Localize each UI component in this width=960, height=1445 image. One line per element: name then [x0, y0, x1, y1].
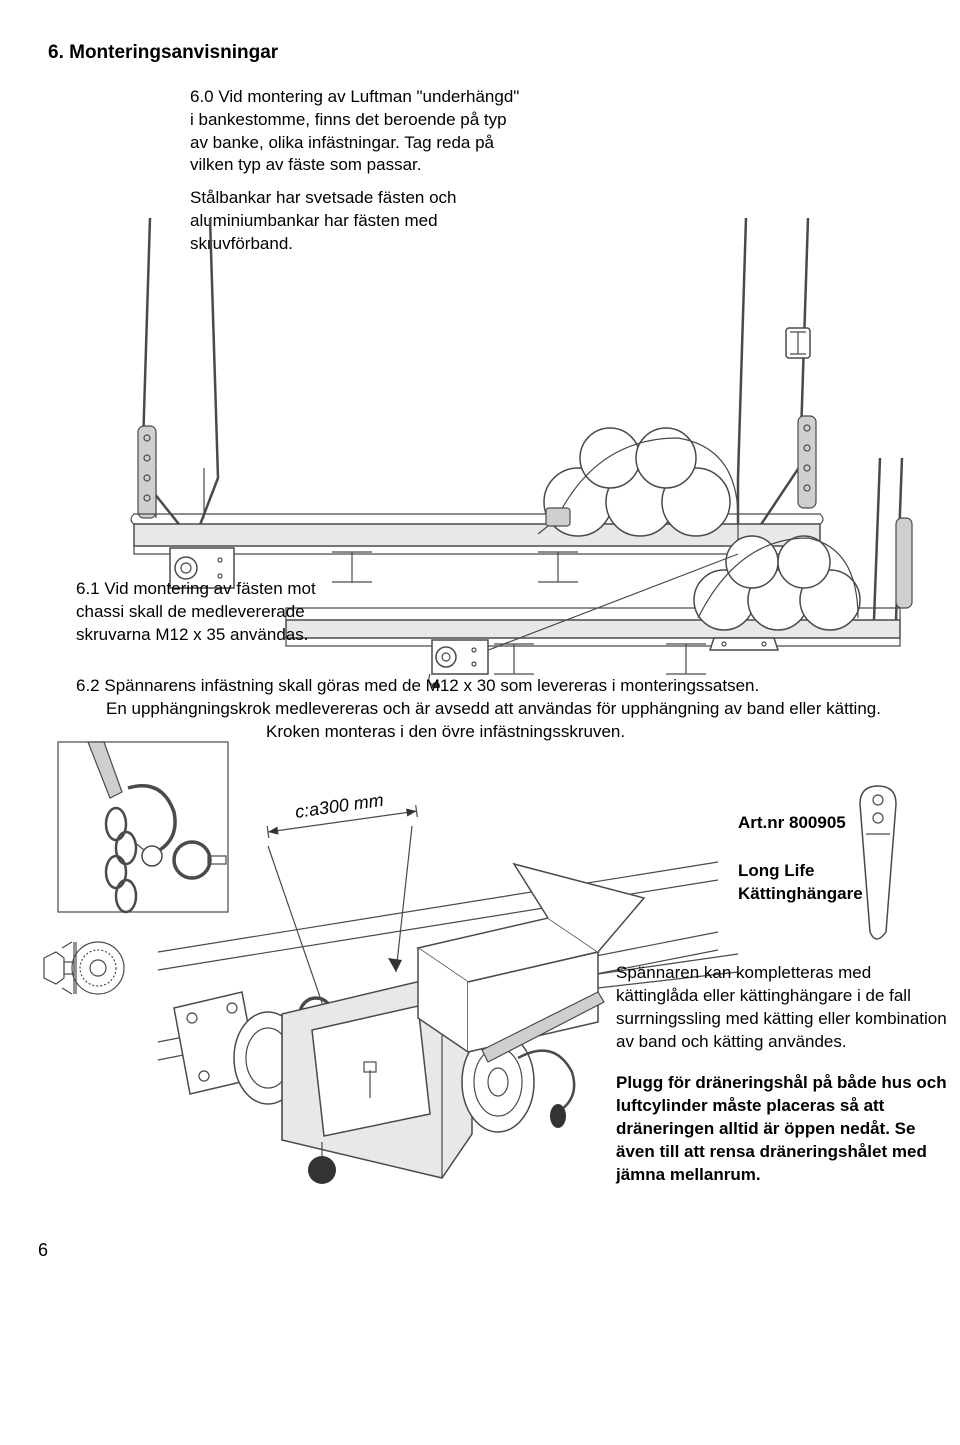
- para-6-1: 6.1 Vid montering av fästen mot chassi s…: [76, 578, 326, 647]
- section-heading: 6. Monteringsanvisningar: [48, 40, 912, 66]
- text-6-2a: Spännarens infästning skall göras med de…: [104, 676, 759, 695]
- product-name: Long Life Kättinghängare: [738, 860, 863, 906]
- art-number: Art.nr 800905: [738, 812, 846, 835]
- longlife-1: Long Life: [738, 861, 814, 880]
- longlife-2: Kättinghängare: [738, 884, 863, 903]
- num-6-0: 6.0: [190, 87, 214, 106]
- text-6-1: Vid montering av fästen mot chassi skall…: [76, 579, 316, 644]
- num-6-2: 6.2: [76, 676, 100, 695]
- text-6-2b: En upphängningskrok medlevereras och är …: [106, 699, 881, 718]
- text-6-0-a: Vid montering av Luftman "underhängd" i …: [190, 87, 519, 175]
- para-6-0: 6.0 Vid montering av Luftman "underhängd…: [190, 86, 520, 178]
- num-6-1: 6.1: [76, 579, 100, 598]
- para-complement: Spännaren kan kompletteras med kättinglå…: [616, 962, 956, 1054]
- para-plug: Plugg för dräneringshål på både hus och …: [616, 1072, 956, 1187]
- figure-tensioner: c:a300 mm: [38, 732, 938, 1272]
- page-number: 6: [38, 1238, 48, 1262]
